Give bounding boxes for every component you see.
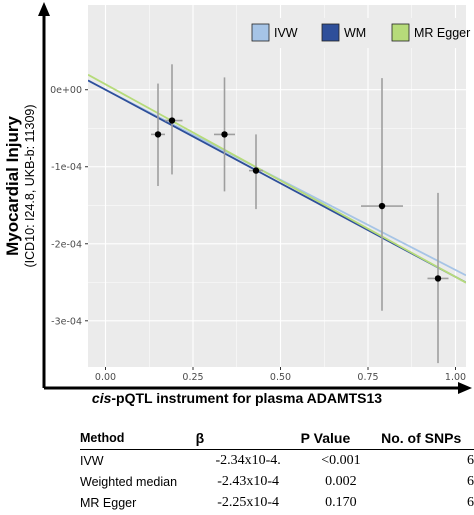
cell-num-snps: 6 (467, 473, 474, 489)
y-tick-label: -2e-04 (51, 239, 82, 250)
header-p-value: P Value (300, 428, 382, 450)
regression-line-mr-egger (88, 73, 466, 284)
cell-num-snps: 6 (467, 452, 474, 468)
x-tick-label: 1.00 (445, 372, 466, 383)
legend-key-ivw (251, 23, 270, 42)
data-points (154, 117, 442, 282)
cell-p-value: 0.002 (325, 473, 357, 489)
header-beta: β (195, 428, 301, 450)
cell-method: Weighted median (80, 474, 178, 489)
cell-beta: -2.34x10-4. (215, 452, 281, 468)
legend: IVW WM MR Egger (245, 18, 470, 48)
data-point (168, 117, 176, 124)
legend-label-wm: WM (344, 26, 366, 40)
data-point (434, 275, 442, 282)
legend-label-ivw: IVW (274, 26, 298, 40)
x-axis-title: cis-pQTL instrument for plasma ADAMTS13 (0, 390, 474, 406)
regression-lines (88, 73, 466, 284)
y-axis-ticks: 0e+00 -1e-04 -2e-04 -3e-04 (50, 85, 88, 327)
table-row: Weighted median -2.43x10-4 0.002 6 (80, 471, 474, 492)
table-row: IVW -2.34x10-4. <0.001 6 (80, 450, 474, 472)
cell-beta: -2.25x10-4 (217, 494, 280, 510)
cell-method: MR Egger (80, 495, 137, 510)
header-num-snps: No. of SNPs (381, 428, 474, 450)
x-tick-label: 0.25 (182, 372, 203, 383)
data-point (378, 202, 386, 210)
x-axis-title-prefix: cis (91, 390, 112, 406)
y-tick-label: -1e-04 (51, 162, 82, 173)
data-point (154, 131, 162, 138)
data-point (221, 131, 228, 138)
legend-key-wm (321, 23, 340, 42)
data-point (252, 167, 260, 174)
cell-p-value: <0.001 (321, 452, 361, 468)
table-row: MR Egger -2.25x10-4 0.170 6 (80, 492, 474, 513)
x-axis-ticks: 0.00 0.25 0.50 0.75 1.00 (95, 367, 466, 383)
legend-key-mr-egger (391, 23, 410, 42)
x-tick-label: 0.50 (270, 372, 291, 383)
cell-num-snps: 6 (467, 494, 474, 510)
cell-beta: -2.43x10-4 (217, 473, 280, 489)
results-table: Method β P Value No. of SNPs IVW -2.34x1… (80, 428, 474, 513)
y-tick-label: 0e+00 (50, 85, 82, 96)
y-axis-title: Myocardial Injury (3, 116, 22, 256)
results-header-row: Method β P Value No. of SNPs (80, 428, 474, 450)
cell-method: IVW (80, 453, 104, 468)
x-tick-label: 0.75 (357, 372, 378, 383)
plot-panel (88, 5, 466, 367)
y-axis-arrowhead (38, 2, 50, 16)
x-axis-title-rest: -pQTL instrument for plasma ADAMTS13 (111, 390, 383, 406)
legend-background (245, 18, 463, 48)
y-tick-label: -3e-04 (51, 316, 82, 327)
grid-lines (88, 5, 466, 367)
x-axis-arrowhead (458, 382, 472, 394)
x-tick-label: 0.00 (95, 372, 116, 383)
mr-scatter-chart: 0e+00 -1e-04 -2e-04 -3e-04 0.00 0.25 0.50 0.75… (3, 2, 472, 394)
y-axis-subtitle: (ICD10: I24.8, UKB-b: 11309) (23, 104, 37, 267)
header-method: Method (80, 428, 196, 450)
legend-label-mr-egger: MR Egger (414, 26, 470, 40)
cell-p-value: 0.170 (325, 494, 357, 510)
